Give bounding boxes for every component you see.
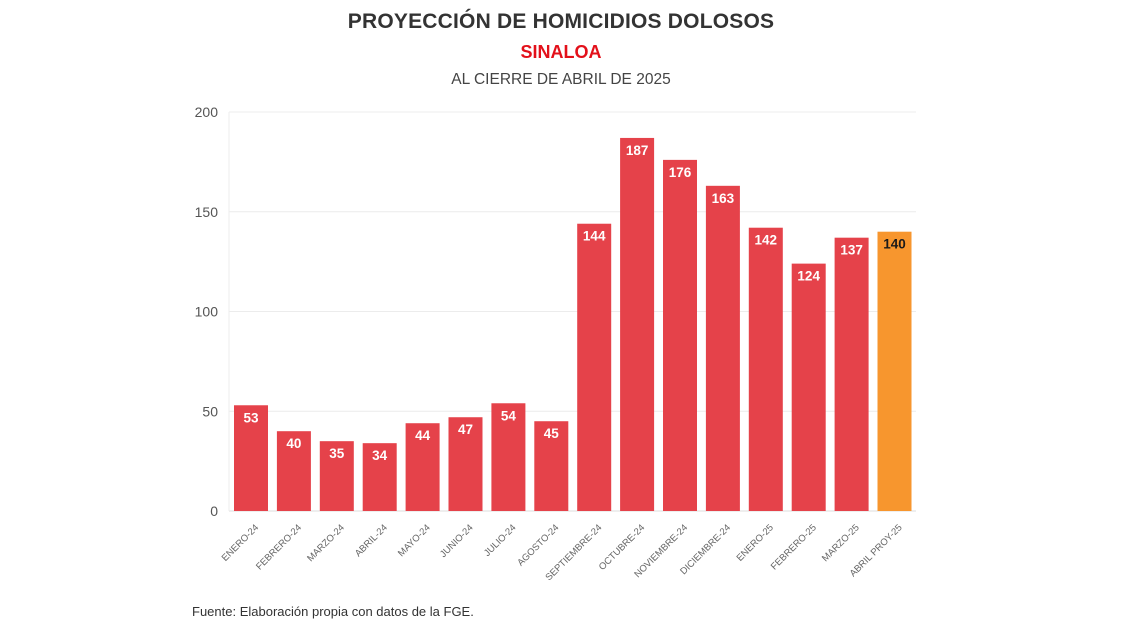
bar [234,405,268,511]
data-label: 142 [755,233,778,248]
x-tick-label: ABRIL-24 [353,522,390,559]
data-label: 137 [840,243,863,258]
x-tick-label: MARZO-24 [305,522,347,564]
bar [748,227,783,511]
chart-title: PROYECCIÓN DE HOMICIDIOS DOLOSOS [347,10,775,33]
y-tick-label: 50 [202,403,218,419]
x-tick-label: MARZO-25 [820,522,862,564]
bar [448,417,483,511]
x-tick-label: ENERO-25 [735,522,776,563]
bar [834,237,869,511]
chart-subtitle-date: AL CIERRE DE ABRIL DE 2025 [451,71,671,88]
data-label: 187 [626,143,649,158]
bar [491,403,526,511]
y-tick-label: 150 [195,204,219,220]
data-label: 163 [712,191,735,206]
bar [405,423,440,511]
x-tick-label: JULIO-24 [482,522,519,559]
data-label: 47 [458,422,473,437]
x-tick-label: ENERO-24 [220,522,261,563]
data-label: 144 [583,229,606,244]
data-label: 45 [544,426,560,441]
bar [663,159,697,511]
source-note: Fuente: Elaboración propia con datos de … [192,604,474,619]
bar [276,431,311,511]
bar [705,185,740,511]
y-tick-label: 100 [195,304,219,320]
data-label: 40 [286,436,301,451]
data-label: 53 [243,410,259,425]
y-tick-label: 0 [210,503,218,519]
bar [319,441,354,511]
data-label: 34 [372,448,388,463]
data-label: 176 [669,165,692,180]
x-tick-label: FEBRERO-24 [254,522,304,572]
bar [534,421,569,511]
y-axis: 0 50 100 150 200 [195,104,219,519]
data-label: 44 [415,428,431,443]
bar [577,223,612,511]
x-tick-label: FEBRERO-25 [769,522,819,572]
data-label: 124 [797,269,820,284]
chart-subtitle-state: SINALOA [520,42,602,62]
data-label: 54 [501,408,517,423]
data-label: 140 [883,237,906,252]
y-tick-label: 200 [195,104,219,120]
x-tick-label: AGOSTO-24 [515,522,561,568]
bars: 53 40 35 34 44 47 54 45 144 187 176 163 142 124 137 140 [234,137,912,511]
bar [791,263,826,511]
bar [362,443,397,511]
x-tick-label: JUNIO-24 [438,522,476,560]
x-tick-label: MAYO-24 [396,522,433,559]
bar [620,137,655,511]
data-label: 35 [329,446,345,461]
bar-projected [877,231,912,511]
